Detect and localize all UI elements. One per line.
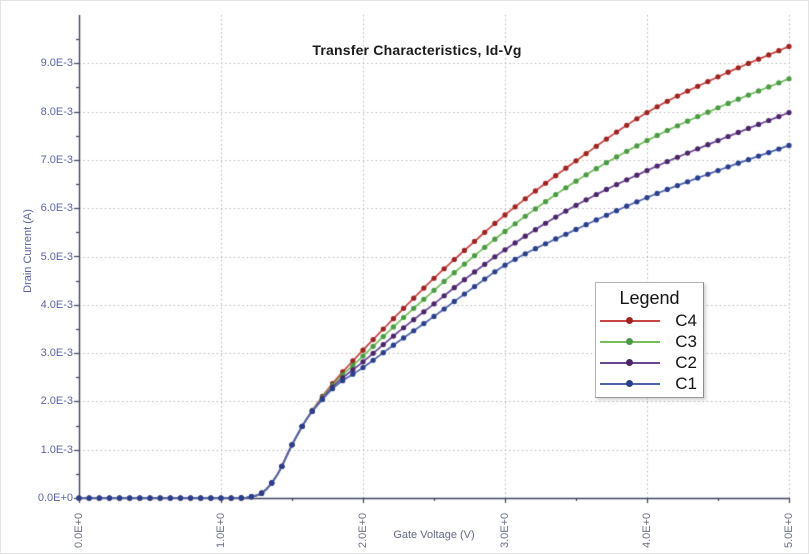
x-tick-label: 2.0E+0 bbox=[357, 512, 369, 548]
legend-entry-label: C4 bbox=[675, 310, 697, 330]
legend-entry-label: C2 bbox=[675, 352, 697, 372]
y-tick-label: 8.0E-3 bbox=[40, 105, 73, 118]
y-tick-label: 9.0E-3 bbox=[40, 57, 73, 70]
legend-marker-dot bbox=[626, 380, 633, 387]
legend-entries: C4 C3 C2 C1 bbox=[596, 310, 703, 394]
legend: Legend C4 C3 C2 C1 bbox=[595, 282, 704, 398]
y-tick-label: 2.0E-3 bbox=[40, 395, 73, 408]
x-tick-label: 1.0E+0 bbox=[215, 512, 227, 548]
y-tick-label: 4.0E-3 bbox=[40, 298, 73, 311]
legend-entry-c3: C3 bbox=[596, 331, 703, 352]
legend-line-sample bbox=[600, 358, 660, 367]
legend-line-sample bbox=[600, 379, 660, 388]
y-tick-label: 3.0E-3 bbox=[40, 347, 73, 360]
legend-entry-c4: C4 bbox=[596, 310, 703, 331]
legend-marker-dot bbox=[626, 338, 633, 345]
legend-marker-dot bbox=[626, 359, 633, 366]
legend-marker-dot bbox=[626, 317, 633, 324]
x-axis-title: Gate Voltage (V) bbox=[393, 529, 475, 541]
x-tick-label: 4.0E+0 bbox=[641, 512, 653, 548]
y-tick-label: 6.0E-3 bbox=[40, 202, 73, 215]
x-tick-label: 0.0E+0 bbox=[73, 512, 85, 548]
legend-line-sample bbox=[600, 316, 660, 325]
chart-title: Transfer Characteristics, Id-Vg bbox=[312, 42, 522, 58]
legend-entry-c1: C1 bbox=[596, 373, 703, 394]
y-tick-label: 0.0E+0 bbox=[37, 492, 73, 504]
legend-entry-label: C3 bbox=[675, 331, 697, 351]
y-tick-label: 7.0E-3 bbox=[40, 153, 73, 166]
x-tick-label: 5.0E+0 bbox=[783, 512, 795, 548]
x-tick-label: 3.0E+0 bbox=[499, 512, 511, 548]
y-tick-label: 5.0E-3 bbox=[40, 250, 73, 263]
y-tick-label: 1.0E-3 bbox=[40, 443, 73, 456]
legend-line-sample bbox=[600, 337, 660, 346]
legend-entry-c2: C2 bbox=[596, 352, 703, 373]
legend-title: Legend bbox=[619, 288, 680, 308]
legend-entry-label: C1 bbox=[675, 373, 697, 393]
